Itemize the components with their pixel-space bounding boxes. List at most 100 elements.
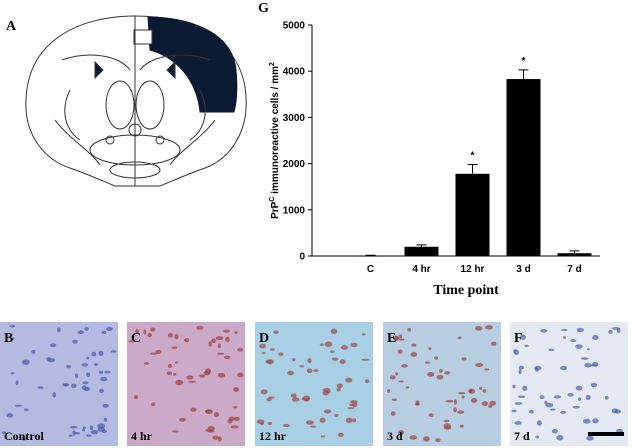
cell [256, 419, 265, 425]
cell [212, 435, 220, 440]
cell [10, 372, 15, 375]
cell [91, 351, 97, 357]
cell [83, 386, 91, 392]
cell [457, 392, 466, 395]
cell [319, 417, 326, 423]
significance-marker: * [471, 151, 475, 162]
cell [484, 368, 490, 371]
cell [570, 339, 577, 343]
cell [86, 372, 91, 377]
cell [485, 325, 493, 330]
cell [21, 359, 30, 365]
cell [345, 417, 353, 424]
cell [306, 368, 313, 374]
cell [410, 352, 418, 357]
cell [106, 326, 113, 332]
cell [444, 371, 451, 375]
y-axis-label-part: C [269, 197, 276, 202]
cell [395, 372, 399, 376]
cell [267, 421, 273, 426]
cell [49, 343, 57, 348]
cell [233, 416, 241, 421]
cell [309, 425, 317, 428]
cell [72, 430, 76, 436]
cell [347, 407, 355, 410]
cell [211, 338, 216, 344]
cell [188, 380, 197, 383]
y-tick-label: 5000 [283, 21, 306, 32]
cell [46, 357, 52, 361]
cell [94, 363, 98, 367]
cell [407, 327, 412, 332]
cell [415, 400, 420, 406]
error-bar [518, 69, 529, 80]
micrograph [510, 322, 628, 446]
cell [518, 368, 522, 375]
panel-caption: 3 d [387, 429, 403, 443]
cell [69, 425, 78, 429]
cell [186, 375, 194, 380]
cell [150, 352, 158, 355]
cell [265, 359, 272, 364]
cell [261, 351, 266, 354]
y-axis-label: PrPC immunoreactive cells / mm2 [269, 62, 281, 219]
panel-caption: 4 hr [131, 429, 153, 443]
cell [207, 425, 215, 432]
panel-caption: Control [4, 429, 44, 443]
cell [6, 412, 14, 418]
cell [361, 358, 370, 361]
cell [350, 342, 358, 348]
cell [287, 370, 295, 376]
cell [345, 377, 353, 383]
cell [511, 409, 517, 413]
cell [14, 404, 23, 407]
cell [439, 369, 443, 373]
cell [98, 350, 104, 356]
cell [474, 326, 483, 331]
cell [397, 430, 405, 435]
cell [592, 418, 599, 424]
cell [331, 357, 339, 361]
cell [556, 435, 564, 441]
brain-diagram [25, 15, 247, 187]
y-axis-label-part: 2 [269, 62, 276, 66]
cell [37, 386, 44, 390]
cell [423, 436, 430, 442]
cell [290, 393, 297, 398]
y-tick-label: 4000 [283, 67, 306, 78]
cell [349, 403, 355, 407]
cell [453, 407, 457, 413]
cell [394, 335, 398, 340]
cell [591, 361, 599, 367]
cell [436, 374, 444, 380]
panel-label: G [258, 1, 269, 16]
cell [325, 390, 331, 393]
cell [524, 344, 529, 347]
cell [584, 362, 592, 368]
cell [575, 344, 583, 349]
cell [217, 372, 226, 378]
cell [143, 362, 150, 365]
cell [175, 379, 184, 386]
cell [9, 324, 16, 328]
cell [291, 397, 300, 402]
cell [590, 382, 598, 388]
cell [81, 363, 89, 367]
cell [608, 330, 613, 334]
cell [227, 419, 233, 424]
cell [459, 424, 464, 428]
cell [190, 407, 197, 412]
cell [305, 420, 314, 425]
cell [398, 380, 404, 383]
cell [427, 371, 435, 377]
cell [77, 330, 84, 335]
cell [143, 329, 147, 335]
cell [572, 405, 580, 409]
cell [269, 348, 275, 351]
cell [213, 412, 220, 418]
cell [468, 388, 476, 394]
cell [278, 352, 284, 356]
cell [103, 417, 108, 422]
cell [561, 328, 568, 332]
